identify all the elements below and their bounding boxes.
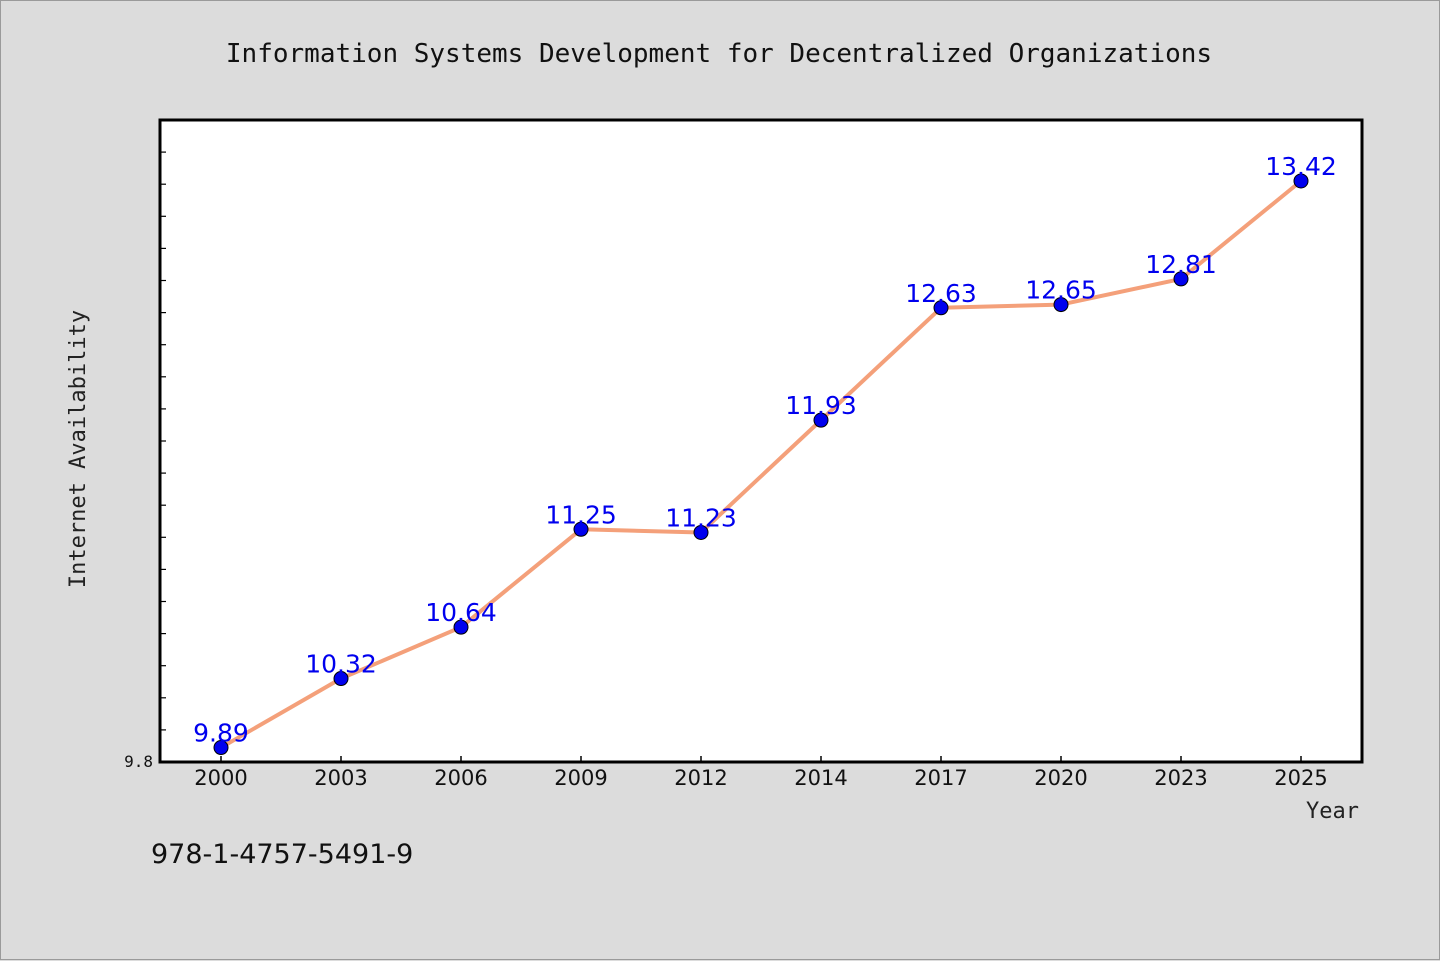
data-point <box>573 521 589 537</box>
data-label: 9.89 <box>193 719 249 748</box>
x-tick-label: 2003 <box>314 766 367 790</box>
data-label: 11.25 <box>545 500 617 529</box>
data-point <box>933 300 949 316</box>
data-label: 13.42 <box>1265 152 1337 181</box>
data-label: 11.23 <box>665 503 737 532</box>
data-point <box>1173 271 1189 287</box>
data-label: 12.81 <box>1145 250 1217 279</box>
x-axis-label: Year <box>1306 799 1359 824</box>
x-tick-label: 2009 <box>554 766 607 790</box>
data-point <box>1293 173 1309 189</box>
data-label: 12.63 <box>905 279 977 308</box>
x-tick-label: 2020 <box>1034 766 1087 790</box>
series-layer: 9.89 10.32 10.64 11.25 11.23 11.93 12.63 12.65 1… <box>193 152 1337 756</box>
data-label: 10.32 <box>305 650 377 679</box>
plot-area <box>158 118 1364 764</box>
y-axis-label: Internet Availability <box>66 310 91 588</box>
isbn-text: 978-1-4757-5491-9 <box>151 839 413 870</box>
data-point <box>333 671 349 687</box>
x-tick-label: 2025 <box>1274 766 1327 790</box>
data-point <box>453 619 469 635</box>
data-point <box>813 412 829 428</box>
x-tick-label: 2000 <box>194 766 247 790</box>
x-axis-ticks: 2000 2003 2006 2009 2012 2014 2017 2020 2023 2025 <box>194 756 1328 790</box>
data-label: 11.93 <box>785 391 857 420</box>
x-tick-label: 2012 <box>674 766 727 790</box>
x-tick-label: 2006 <box>434 766 487 790</box>
chart-title: Information Systems Development for Dece… <box>226 39 1212 69</box>
data-point <box>213 740 229 756</box>
x-tick-label: 2014 <box>794 766 847 790</box>
y-axis-ticks <box>160 119 166 763</box>
y-tick-label: 9.8 <box>124 752 153 771</box>
data-point <box>693 524 709 540</box>
x-tick-label: 2017 <box>914 766 967 790</box>
data-label: 10.64 <box>425 598 497 627</box>
data-label: 12.65 <box>1025 276 1097 305</box>
series-line <box>220 179 1303 750</box>
data-point <box>1053 297 1069 313</box>
x-tick-label: 2023 <box>1154 766 1207 790</box>
